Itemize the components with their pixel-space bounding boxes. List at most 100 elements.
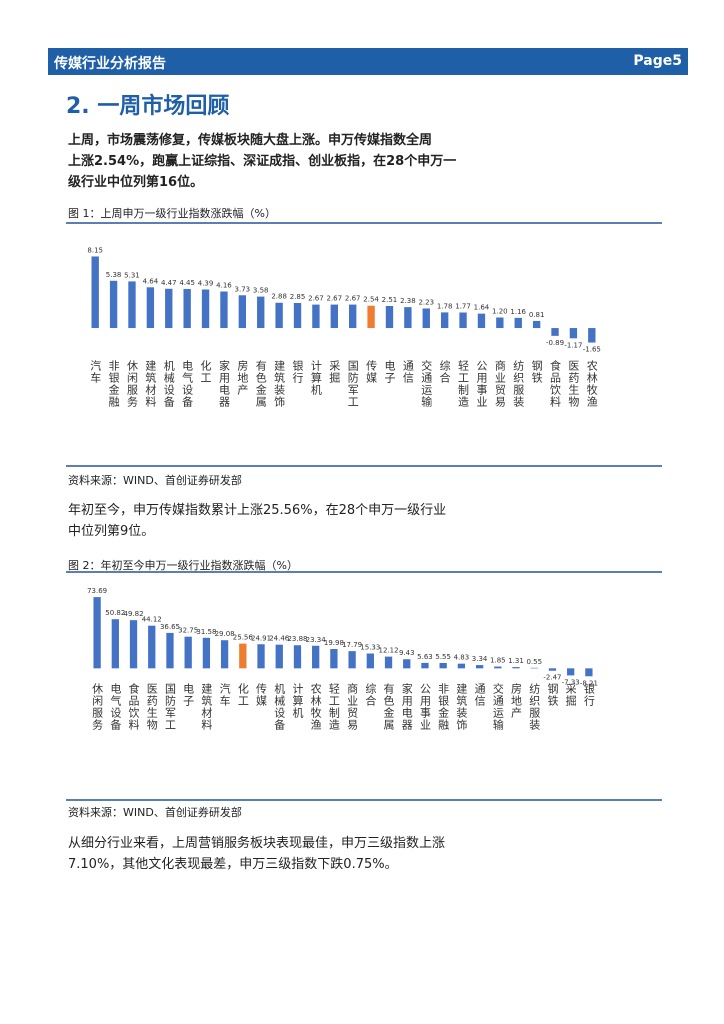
x-tick-label: 休闲服务: [125, 360, 138, 408]
bar: [220, 640, 229, 669]
bar: [257, 644, 265, 669]
value-label: 2.54: [363, 296, 379, 304]
bar: [93, 597, 101, 669]
value-label: 5.31: [124, 271, 140, 279]
x-tick-label: 综合: [364, 682, 377, 707]
x-tick-label: 汽车: [218, 682, 231, 707]
bar: [239, 643, 247, 669]
bar: [475, 665, 484, 669]
x-tick-label: 家用电器: [400, 682, 413, 731]
text-line: 中位列第9位。: [68, 524, 155, 539]
bar: [312, 645, 320, 669]
text-line: 上涨2.54%，跑赢上证综指、深证成指、创业板指，在28个申万一: [68, 154, 457, 169]
bar: [129, 620, 138, 669]
bar: [220, 291, 228, 329]
bar: [348, 651, 356, 669]
x-tick-label: 非银金融: [437, 683, 450, 731]
value-label: 24.46: [269, 635, 290, 643]
x-tick-label: 轻工制造: [457, 359, 470, 408]
x-tick-label: 食品饮料: [127, 682, 140, 731]
x-tick-label: 交通运输: [491, 682, 504, 731]
value-label: 4.39: [198, 279, 214, 287]
bar: [457, 663, 466, 669]
value-label: 19.98: [324, 639, 344, 647]
x-tick-label: 家用电器: [217, 359, 230, 408]
bar: [330, 304, 338, 329]
paragraph: 年初至今，申万传媒指数累计上涨25.56%，在28个申万一级行业 中位列第9位。: [68, 500, 446, 542]
value-label: 0.81: [529, 311, 545, 319]
value-label: 1.85: [490, 657, 506, 665]
x-tick-label: 机械设备: [162, 359, 175, 408]
value-label: 3.73: [235, 285, 251, 293]
value-label: -1.17: [564, 341, 582, 349]
value-label: 1.31: [508, 657, 524, 665]
value-label: 1.77: [455, 302, 471, 310]
x-tick-label: 交通运输: [420, 359, 433, 408]
value-label: 25.56: [233, 634, 254, 642]
value-label: 32.75: [178, 627, 198, 635]
bar: [202, 637, 211, 669]
x-tick-label: 汽车: [89, 359, 102, 384]
bar: [440, 312, 449, 329]
value-label: 2.67: [345, 295, 361, 303]
x-tick-label: 轻工制造: [327, 682, 340, 731]
value-label: 2.23: [418, 298, 434, 306]
value-label: 1.16: [510, 308, 526, 316]
x-tick-label: 农林牧渔: [309, 682, 322, 731]
value-label: 4.64: [143, 277, 159, 285]
value-label: 2.67: [308, 295, 324, 303]
value-label: 15.33: [360, 644, 380, 652]
bar: [128, 281, 136, 329]
value-label: 2.88: [271, 293, 287, 301]
bar: [312, 304, 320, 329]
x-tick-label: 国防军工: [163, 683, 176, 731]
x-tick-label: 有色金属: [254, 359, 267, 408]
value-label: 5.38: [106, 271, 122, 279]
value-label: 73.69: [87, 587, 107, 595]
value-label: 49.82: [124, 610, 144, 618]
bar: [459, 312, 467, 329]
bar: [532, 320, 541, 329]
bar: [111, 619, 119, 669]
source: 资料来源：WIND、首创证券研发部: [68, 474, 242, 487]
value-label: 44.12: [142, 616, 162, 624]
x-tick-label: 综合: [438, 359, 451, 384]
chart: 8.15 汽车 5.38 非银金融 5.31 休闲服务 4.64 建筑材料 4.47 机械设备 4.…: [87, 246, 600, 408]
x-tick-label: 化工: [236, 682, 249, 707]
x-tick-label: 银行: [291, 359, 304, 384]
x-tick-label: 钢铁: [546, 683, 559, 707]
bar: [183, 288, 191, 329]
section-title: 2. 一周市场回顾: [66, 94, 230, 119]
value-label: 29.08: [215, 630, 235, 638]
bar: [585, 668, 593, 677]
rule: [66, 571, 662, 573]
value-label: 8.15: [87, 246, 103, 254]
x-tick-label: 休闲服务: [91, 683, 104, 731]
x-tick-label: 电子: [383, 360, 396, 384]
x-tick-label: 电子: [182, 683, 195, 707]
bar: [146, 287, 155, 329]
bar: [293, 645, 302, 669]
x-tick-label: 商业贸易: [493, 359, 506, 408]
value-label: 3.58: [253, 287, 269, 295]
bar: [367, 305, 375, 329]
bar: [494, 666, 502, 669]
x-tick-label: 非银金融: [107, 360, 120, 408]
bar: [184, 636, 192, 669]
paragraph: 从细分行业来看，上周营销服务板块表现最佳，申万三级指数上涨 7.10%，其他文化…: [68, 833, 445, 875]
value-label: 2.38: [400, 297, 416, 305]
bar: [257, 296, 265, 329]
x-tick-label: 医药生物: [145, 683, 158, 731]
value-label: 1.20: [492, 308, 508, 316]
bar: [477, 313, 486, 329]
x-tick-label: 传媒: [365, 360, 378, 384]
x-tick-label: 食品饮料: [549, 359, 562, 408]
summary: 上周，市场震荡修复，传媒板块随大盘上涨。申万传媒指数全周 上涨2.54%，跑赢上…: [68, 130, 456, 193]
x-tick-label: 采掘: [564, 683, 577, 707]
bar: [385, 305, 394, 329]
bar: [91, 256, 99, 329]
text-line: 级行业中位列第16位。: [68, 175, 204, 190]
x-tick-label: 通信: [473, 683, 486, 707]
value-label: -0.89: [546, 339, 564, 347]
